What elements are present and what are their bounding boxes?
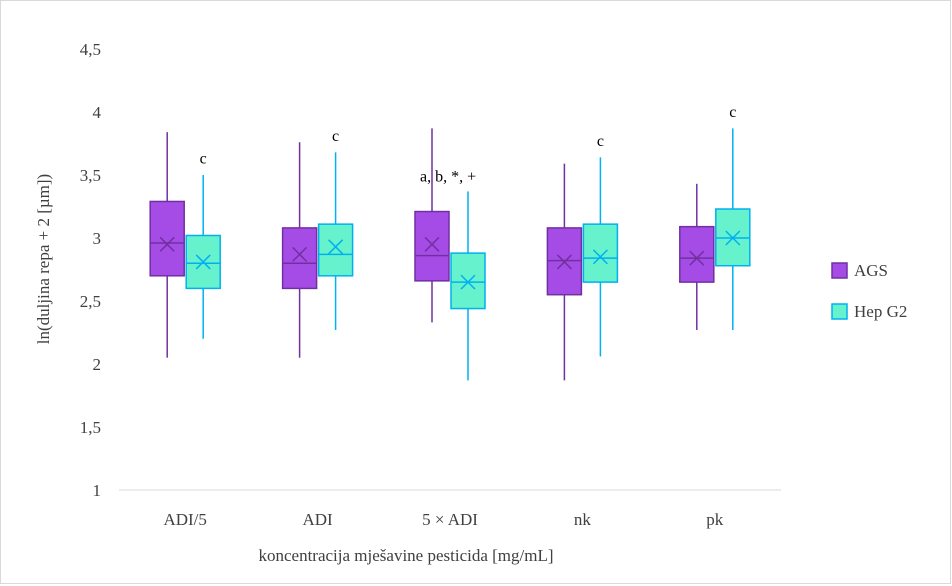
annotation-label: c <box>597 133 604 150</box>
box-iqr <box>679 225 715 283</box>
box-ags-2 <box>414 128 450 323</box>
legend-swatch <box>831 303 848 320</box>
y-tick-label: 2,5 <box>80 292 101 311</box>
x-tick-label: ADI <box>302 510 333 529</box>
box-iqr <box>414 210 450 282</box>
box-hep-g2-0 <box>185 175 221 339</box>
annotation-label: c <box>200 151 207 168</box>
box-iqr <box>450 252 486 310</box>
legend-label: Hep G2 <box>854 302 907 321</box>
mean-marker <box>292 246 308 262</box>
x-axis-title: koncentracija mješavine pesticida [mg/mL… <box>258 546 553 565</box>
box-iqr <box>582 223 619 283</box>
box-ags-0 <box>149 132 185 358</box>
x-tick-label: nk <box>574 510 592 529</box>
mean-marker <box>424 236 440 252</box>
box-ags-3 <box>546 163 583 381</box>
mean-marker <box>159 236 175 252</box>
annotation-label: c <box>729 104 736 121</box>
box-ags-4 <box>679 183 715 330</box>
mean-marker <box>592 249 608 265</box>
mean-marker <box>328 239 344 255</box>
box-hep-g2-3 <box>582 157 619 357</box>
annotation-label: a, b, *, + <box>420 168 476 185</box>
y-axis-title: ln(duljina repa + 2 [µm]) <box>34 174 53 344</box>
plot-area <box>149 128 751 381</box>
y-axis: 1 1,5 2 2,5 3 3,5 4 4,5 <box>80 40 102 500</box>
mean-marker <box>460 274 476 290</box>
box-iqr <box>149 200 185 277</box>
mean-marker <box>556 254 572 270</box>
x-axis: ADI/5 ADI 5 × ADI nk pk <box>119 489 781 529</box>
y-tick-label: 4,5 <box>80 40 101 59</box>
mean-marker <box>689 250 705 266</box>
box-ags-1 <box>281 142 318 358</box>
legend-label: AGS <box>854 261 888 280</box>
box-hep-g2-2 <box>450 191 486 381</box>
legend: AGS Hep G2 <box>831 261 907 321</box>
legend-swatch <box>831 262 848 279</box>
box-iqr <box>281 227 318 290</box>
mean-marker <box>195 254 211 270</box>
box-iqr <box>317 223 354 277</box>
y-tick-label: 3 <box>93 229 102 248</box>
x-tick-label: pk <box>706 510 724 529</box>
y-tick-label: 1,5 <box>80 418 101 437</box>
box-hep-g2-4 <box>715 128 751 330</box>
y-tick-label: 1 <box>93 481 102 500</box>
mean-marker <box>725 230 741 246</box>
x-tick-label: ADI/5 <box>163 510 206 529</box>
y-tick-label: 2 <box>93 355 102 374</box>
annotation-label: c <box>332 128 339 145</box>
x-tick-label: 5 × ADI <box>422 510 478 529</box>
y-tick-label: 3,5 <box>80 166 101 185</box>
y-tick-label: 4 <box>93 103 102 122</box>
annotations: c c a, b, *, + c c <box>200 104 737 185</box>
box-hep-g2-1 <box>317 152 354 330</box>
